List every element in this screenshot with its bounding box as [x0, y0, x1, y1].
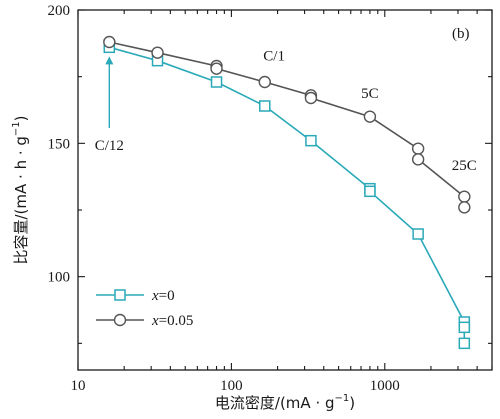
- data-point: [304, 91, 318, 105]
- series-layer: [103, 35, 471, 350]
- annotations: C/12 C/1 5C 25C: [95, 49, 477, 174]
- plot-frame: [77, 9, 493, 371]
- legend-var: x: [151, 288, 159, 304]
- data-point: [151, 46, 164, 59]
- legend-marker: [113, 313, 127, 327]
- legend-marker: [114, 289, 126, 301]
- data-point: [411, 142, 425, 155]
- x-axis-title-sup: −1: [335, 393, 350, 404]
- x-axis-title-close: ): [349, 394, 355, 412]
- y-tick-label: 200: [48, 3, 71, 19]
- x-axis-ticks: 10 100 1000: [71, 10, 493, 394]
- data-point: [412, 228, 424, 240]
- y-axis-title: 比容量/(mA · h · g−1): [11, 115, 30, 264]
- data-point: [364, 185, 376, 198]
- data-point: [458, 190, 471, 203]
- data-point: [103, 35, 116, 49]
- y-axis-title-sup: −1: [11, 121, 22, 136]
- annotation-label: 5C: [361, 86, 379, 102]
- legend: x=0x=0.05: [96, 288, 193, 329]
- x-tick-label: 1000: [370, 378, 400, 394]
- legend-label: x=0: [151, 288, 175, 304]
- data-point: [258, 75, 271, 89]
- data-point: [363, 110, 377, 123]
- data-point: [458, 321, 471, 334]
- panel-label: (b): [452, 26, 470, 42]
- y-axis-title-text: 比容量/(mA · h · g: [12, 136, 30, 264]
- legend-label: x=0.05: [151, 313, 193, 329]
- data-point: [458, 337, 471, 350]
- annotation-label: 25C: [452, 158, 477, 174]
- legend-var: x: [151, 313, 159, 329]
- legend-value: =0.05: [159, 313, 194, 329]
- y-axis-ticks: 100 150 200: [48, 3, 492, 344]
- x-tick-label: 100: [220, 378, 243, 394]
- data-point: [458, 201, 471, 214]
- data-point: [210, 62, 223, 75]
- x-axis-title-text: 电流密度/(mA · g: [215, 394, 335, 412]
- plot-area: [77, 9, 493, 371]
- x-tick-label: 10: [71, 378, 86, 394]
- y-tick-label: 100: [48, 270, 71, 286]
- annotation-label: C/1: [263, 49, 285, 65]
- series-1: [103, 35, 471, 214]
- legend-value: =0: [159, 288, 175, 304]
- annotation-label: C/12: [95, 138, 124, 154]
- data-point: [210, 76, 223, 88]
- series-line: [109, 41, 466, 208]
- y-axis-title-close: ): [12, 115, 30, 121]
- data-point: [259, 100, 271, 112]
- c12-arrow-head: [105, 56, 114, 65]
- data-point: [411, 153, 425, 166]
- y-tick-label: 150: [48, 136, 71, 152]
- x-axis-title: 电流密度/(mA · g−1): [215, 393, 355, 412]
- data-point: [305, 134, 317, 147]
